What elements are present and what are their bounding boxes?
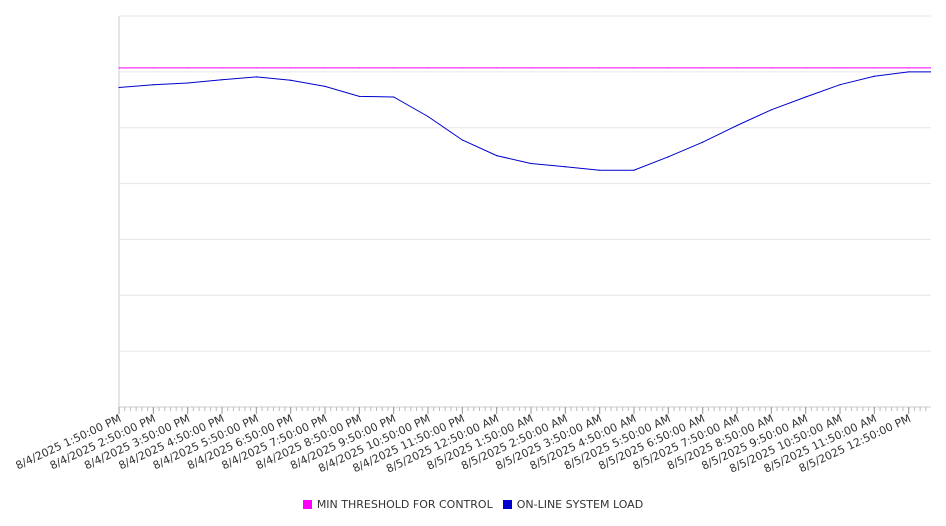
data-point <box>187 67 189 69</box>
x-axis-ticks: 8/4/2025 1:50:00 PM8/4/2025 2:50:00 PM8/… <box>14 407 913 476</box>
data-point <box>564 166 566 168</box>
data-point <box>667 67 669 69</box>
data-point <box>255 67 257 69</box>
data-point <box>839 84 841 86</box>
data-point <box>530 162 532 165</box>
data-point <box>667 156 669 158</box>
data-point <box>873 75 875 77</box>
data-point <box>599 169 601 171</box>
data-point <box>393 96 395 98</box>
data-point <box>599 67 601 69</box>
data-point <box>255 76 257 78</box>
data-point <box>873 67 875 69</box>
data-point <box>496 67 498 69</box>
legend-item-threshold[interactable]: MIN THRESHOLD FOR CONTROL <box>302 498 493 511</box>
data-point <box>908 71 910 73</box>
data-point <box>324 85 326 87</box>
legend-label-threshold: MIN THRESHOLD FOR CONTROL <box>316 498 493 511</box>
data-point <box>633 67 635 69</box>
data-point <box>118 67 120 69</box>
data-point <box>461 67 463 69</box>
data-point <box>770 67 772 69</box>
data-point <box>427 67 429 69</box>
legend-label-load: ON-LINE SYSTEM LOAD <box>516 498 644 511</box>
data-point <box>187 82 189 84</box>
data-point <box>839 67 841 69</box>
gridlines <box>119 15 931 408</box>
data-point <box>461 139 463 141</box>
data-point <box>221 79 223 81</box>
data-point <box>358 67 360 69</box>
series-line-load <box>118 71 931 171</box>
data-point <box>118 86 120 89</box>
series-layer <box>118 67 931 171</box>
data-point <box>290 79 292 81</box>
data-point <box>496 155 498 157</box>
data-point <box>221 67 223 69</box>
axes <box>118 16 931 411</box>
data-point <box>633 169 635 171</box>
data-point <box>290 67 292 69</box>
data-point <box>152 67 154 69</box>
data-point <box>805 67 807 69</box>
data-point <box>324 67 326 69</box>
data-point <box>702 67 704 69</box>
legend-swatch-threshold <box>302 500 312 509</box>
legend: MIN THRESHOLD FOR CONTROL ON-LINE SYSTEM… <box>0 498 946 511</box>
data-point <box>736 67 738 69</box>
legend-swatch-load <box>502 500 512 509</box>
data-point <box>358 95 360 98</box>
data-point <box>805 96 807 98</box>
legend-item-load[interactable]: ON-LINE SYSTEM LOAD <box>502 498 644 511</box>
data-point <box>736 124 738 127</box>
data-point <box>702 141 704 143</box>
data-point <box>152 84 154 86</box>
data-point <box>564 67 566 69</box>
data-point <box>770 109 772 111</box>
data-point <box>393 67 395 69</box>
data-point <box>427 115 429 118</box>
data-point <box>530 67 532 69</box>
data-point <box>908 67 910 69</box>
